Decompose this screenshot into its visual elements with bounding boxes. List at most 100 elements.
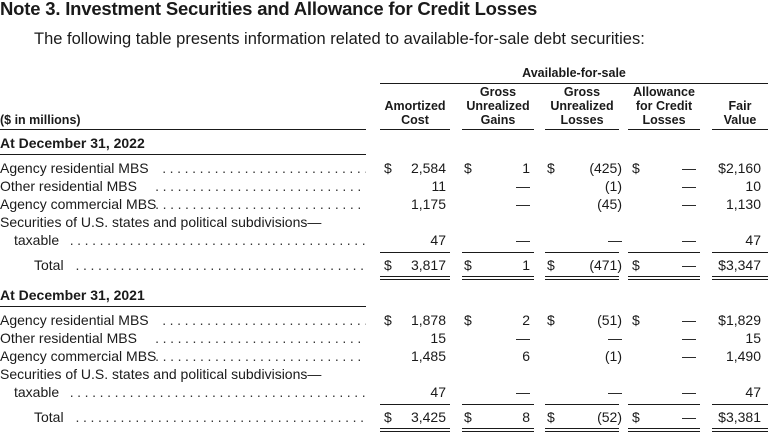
allow-sign: $: [632, 160, 640, 176]
subtotal-rule: [462, 404, 534, 405]
total-double-rule: [380, 279, 450, 280]
header-rule-fair: [712, 129, 768, 130]
cell-gross-losses: (1): [604, 178, 622, 194]
subtotal-rule: [462, 252, 534, 253]
row-label: Agency residential MBS: [0, 160, 149, 176]
col-header-allowance: Allowance for Credit Losses: [633, 85, 695, 127]
total-double-rule: [462, 276, 534, 277]
total-double-rule: [628, 279, 700, 280]
total-double-rule: [545, 428, 619, 429]
cell-amortized-cost: 1,878: [410, 312, 446, 328]
table-row: Agency commercial MBS...................…: [0, 347, 768, 365]
total-double-rule: [545, 431, 619, 432]
total-double-rule: [462, 431, 534, 432]
losses-sign: $: [547, 160, 555, 176]
table-row-continuation: taxable.................................…: [0, 383, 768, 401]
dot-leader: ........................................…: [75, 409, 367, 425]
total-row: Total...................................…: [0, 408, 768, 426]
gains-sign: $: [464, 160, 472, 176]
losses-sign: $: [547, 409, 555, 425]
allow-sign: $: [632, 257, 640, 273]
table-row: Other residential MBS...................…: [0, 177, 768, 195]
units-label: ($ in millions): [0, 113, 81, 127]
total-double-rule: [712, 276, 768, 277]
col-header-gross-gains: Gross Unrealized Gains: [466, 85, 530, 127]
group-header-rule: [380, 83, 768, 84]
table-row-continuation: taxable.................................…: [0, 231, 768, 249]
cell-fair-value: 1,490: [725, 348, 761, 364]
table-row: Securities of U.S. states and political …: [0, 213, 768, 231]
section-heading: At December 31, 2021: [0, 287, 145, 303]
dot-leader: ........................................…: [155, 348, 366, 364]
cell-allowance: —: [682, 160, 696, 176]
total-double-rule: [462, 279, 534, 280]
header-rule-gains: [462, 129, 534, 130]
dot-leader: ........................................…: [155, 196, 366, 212]
dot-leader: ........................................…: [155, 330, 366, 346]
table-row: Agency residential MBS..................…: [0, 159, 768, 177]
allow-sign: $: [632, 409, 640, 425]
row-label: Agency commercial MBS: [0, 348, 157, 364]
table-row: Securities of U.S. states and political …: [0, 365, 768, 383]
row-label: Other residential MBS: [0, 178, 137, 194]
cell-gross-gains: 1: [522, 257, 530, 273]
row-label-continuation: taxable: [14, 384, 60, 400]
gains-sign: $: [464, 312, 472, 328]
cell-fair-value: $1,829: [718, 312, 761, 328]
row-label: Securities of U.S. states and political …: [0, 214, 322, 230]
total-double-rule: [628, 276, 700, 277]
cell-allowance: —: [682, 348, 696, 364]
cell-amortized-cost: 3,425: [410, 409, 446, 425]
total-label: Total: [34, 409, 64, 425]
dot-leader: ........................................…: [162, 160, 366, 176]
row-label: Other residential MBS: [0, 330, 137, 346]
total-double-rule: [545, 279, 619, 280]
group-header-available-for-sale: Available-for-sale: [522, 66, 626, 80]
section-heading: At December 31, 2022: [0, 135, 145, 151]
cell-gross-gains: —: [516, 330, 530, 346]
dot-leader: ........................................…: [69, 384, 366, 400]
total-double-rule: [712, 428, 768, 429]
cell-gross-losses: (52): [597, 409, 622, 425]
cell-gross-gains: 6: [522, 348, 530, 364]
header-rule-cost: [380, 129, 450, 130]
section-heading-rule: [0, 154, 366, 155]
total-double-rule: [462, 428, 534, 429]
header-rule-allowance: [628, 129, 700, 130]
table-row: Other residential MBS...................…: [0, 329, 768, 347]
cell-amortized-cost: 47: [430, 384, 446, 400]
subtotal-rule: [380, 404, 450, 405]
cell-fair-value: $3,381: [718, 409, 761, 425]
cell-gross-gains: 1: [522, 160, 530, 176]
cell-gross-gains: 8: [522, 409, 530, 425]
cell-gross-losses: —: [608, 330, 622, 346]
subtotal-rule: [545, 252, 619, 253]
cell-allowance: —: [682, 409, 696, 425]
cell-gross-gains: —: [516, 178, 530, 194]
cell-amortized-cost: 2,584: [410, 160, 446, 176]
table-intro: The following table presents information…: [34, 30, 645, 48]
total-double-rule: [712, 431, 768, 432]
cost-sign: $: [384, 257, 392, 273]
cost-sign: $: [384, 312, 392, 328]
table-row: Agency commercial MBS...................…: [0, 195, 768, 213]
cell-amortized-cost: 15: [430, 330, 446, 346]
header-rule-losses: [545, 129, 619, 130]
cell-fair-value: 47: [745, 232, 761, 248]
cell-gross-losses: (45): [597, 196, 622, 212]
subtotal-rule: [545, 404, 619, 405]
gains-sign: $: [464, 257, 472, 273]
section-heading-rule: [0, 306, 366, 307]
cell-amortized-cost: 11: [431, 178, 446, 194]
losses-sign: $: [547, 312, 555, 328]
subtotal-rule: [712, 404, 768, 405]
total-double-rule: [380, 431, 450, 432]
total-double-rule: [628, 431, 700, 432]
total-label: Total: [34, 257, 64, 273]
subtotal-rule: [380, 252, 450, 253]
cell-fair-value: 1,130: [725, 196, 761, 212]
cell-gross-losses: —: [608, 384, 622, 400]
cell-allowance: —: [682, 232, 696, 248]
cell-allowance: —: [682, 196, 696, 212]
total-double-rule: [380, 276, 450, 277]
